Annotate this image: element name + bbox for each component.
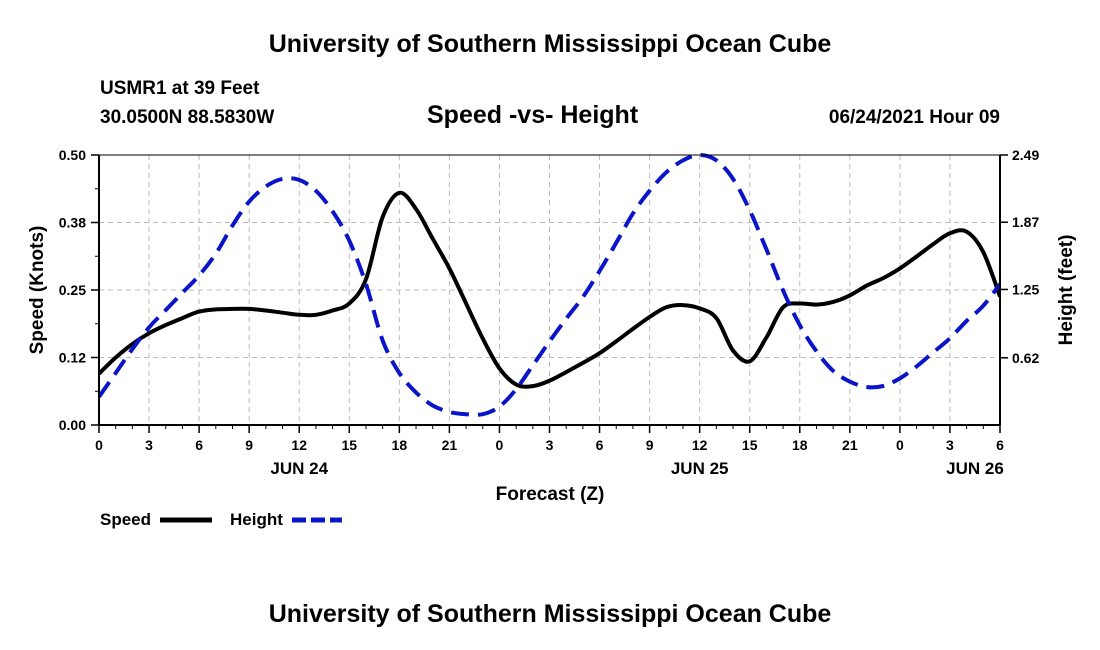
x-tick-label: 9 bbox=[646, 437, 654, 453]
x-tick-label: 3 bbox=[546, 437, 554, 453]
y-left-tick-label: 0.12 bbox=[59, 350, 86, 366]
datetime-label: 06/24/2021 Hour 09 bbox=[828, 107, 1000, 128]
date-label: JUN 24 bbox=[270, 459, 328, 478]
x-tick-label: 15 bbox=[341, 437, 357, 453]
speed-series-line bbox=[99, 190, 1000, 389]
top-title: University of Southern Mississippi Ocean… bbox=[268, 30, 832, 58]
date-label: JUN 25 bbox=[671, 459, 729, 478]
height-series-line bbox=[99, 153, 1000, 417]
y-left-tick-label: 0.25 bbox=[59, 282, 86, 298]
x-tick-label: 3 bbox=[145, 437, 153, 453]
x-tick-label: 21 bbox=[842, 437, 858, 453]
y-left-axis-title: Speed (Knots) bbox=[27, 226, 48, 355]
x-tick-label: 0 bbox=[896, 437, 904, 453]
y-right-axis-title: Height (feet) bbox=[1056, 235, 1077, 346]
x-tick-label: 12 bbox=[291, 437, 307, 453]
y-right-tick-label: 0.62 bbox=[1012, 350, 1039, 366]
x-tick-label: 9 bbox=[245, 437, 253, 453]
x-axis-title: Forecast (Z) bbox=[496, 484, 605, 505]
coordinates-label: 30.0500N 88.5830W bbox=[100, 107, 275, 128]
date-label: JUN 26 bbox=[946, 459, 1004, 478]
x-tick-label: 15 bbox=[742, 437, 758, 453]
y-left-tick-label: 0.50 bbox=[59, 147, 86, 163]
y-left-tick-label: 0.00 bbox=[59, 417, 86, 433]
y-right-tick-label: 1.87 bbox=[1012, 214, 1039, 230]
x-tick-label: 6 bbox=[596, 437, 604, 453]
x-tick-label: 6 bbox=[996, 437, 1004, 453]
y-left-tick-label: 0.38 bbox=[59, 215, 86, 231]
x-tick-label: 21 bbox=[442, 437, 458, 453]
x-tick-label: 0 bbox=[95, 437, 103, 453]
y-right-tick-label: 1.25 bbox=[1012, 281, 1039, 297]
x-tick-label: 18 bbox=[392, 437, 408, 453]
legend-speed-label: Speed bbox=[100, 510, 151, 529]
chart-title: Speed -vs- Height bbox=[427, 101, 639, 129]
x-tick-label: 3 bbox=[946, 437, 954, 453]
legend-height-label: Height bbox=[230, 510, 283, 529]
x-tick-label: 18 bbox=[792, 437, 808, 453]
bottom-title: University of Southern Mississippi Ocean… bbox=[268, 600, 832, 628]
x-tick-label: 6 bbox=[195, 437, 203, 453]
y-right-tick-label: 2.49 bbox=[1012, 147, 1039, 163]
x-tick-label: 0 bbox=[496, 437, 504, 453]
station-label: USMR1 at 39 Feet bbox=[100, 78, 260, 99]
x-tick-label: 12 bbox=[692, 437, 708, 453]
